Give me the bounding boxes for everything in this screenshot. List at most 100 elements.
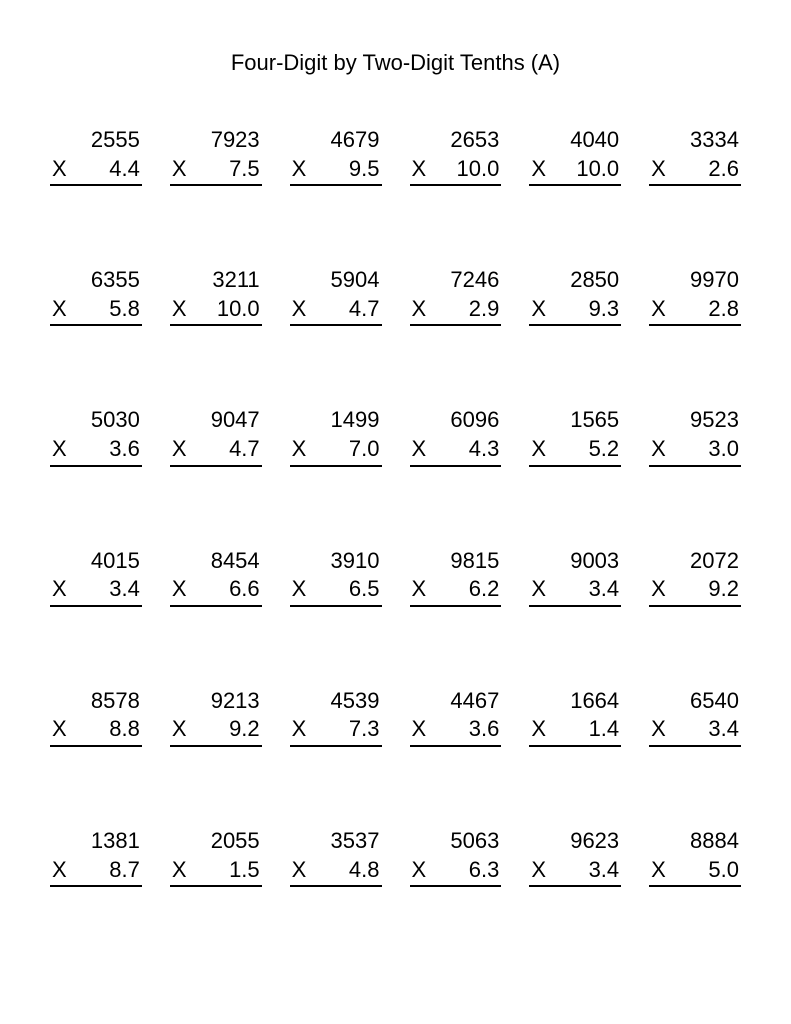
multiplier-row: X10.0 [170, 295, 262, 327]
multiplier-row: X6.5 [290, 575, 382, 607]
multiplication-problem: 4015X 3.4 [50, 547, 142, 607]
multiplicand: 8884 [649, 827, 741, 856]
operator: X [529, 155, 546, 184]
multiplier: 2.9 [469, 295, 502, 324]
multiplicand: 7246 [410, 266, 502, 295]
operator: X [410, 715, 427, 744]
operator: X [649, 295, 666, 324]
operator: X [529, 295, 546, 324]
multiplier: 10.0 [217, 295, 262, 324]
multiplicand: 9523 [649, 406, 741, 435]
multiplier: 5.8 [109, 295, 142, 324]
operator: X [170, 435, 187, 464]
operator: X [529, 715, 546, 744]
multiplication-problem: 9970X 2.8 [649, 266, 741, 326]
multiplicand: 9970 [649, 266, 741, 295]
multiplier-row: X3.6 [410, 715, 502, 747]
multiplicand: 4015 [50, 547, 142, 576]
multiplicand: 4539 [290, 687, 382, 716]
multiplicand: 3334 [649, 126, 741, 155]
multiplier: 3.4 [109, 575, 142, 604]
operator: X [649, 715, 666, 744]
operator: X [290, 435, 307, 464]
multiplication-problem: 1381X8.7 [50, 827, 142, 887]
multiplicand: 1565 [529, 406, 621, 435]
multiplier: 6.6 [229, 575, 262, 604]
multiplication-problem: 9213X9.2 [170, 687, 262, 747]
multiplier: 3.6 [109, 435, 142, 464]
operator: X [50, 715, 67, 744]
multiplication-problem: 9003X3.4 [529, 547, 621, 607]
multiplicand: 9213 [170, 687, 262, 716]
multiplier: 4.3 [469, 435, 502, 464]
multiplicand: 1499 [290, 406, 382, 435]
multiplication-problem: 2055X1.5 [170, 827, 262, 887]
multiplier-row: X2.9 [410, 295, 502, 327]
multiplication-problem: 8578X8.8 [50, 687, 142, 747]
multiplier: 2.8 [708, 295, 741, 324]
multiplication-problem: 4040X 10.0 [529, 126, 621, 186]
operator: X [50, 575, 67, 604]
multiplier-row: X 10.0 [529, 155, 621, 187]
multiplication-problem: 3537X4.8 [290, 827, 382, 887]
multiplier: 3.0 [708, 435, 741, 464]
multiplication-problem: 6096X4.3 [410, 406, 502, 466]
multiplier: 5.2 [589, 435, 622, 464]
operator: X [410, 155, 427, 184]
multiplicand: 2555 [50, 126, 142, 155]
multiplier-row: X3.4 [529, 856, 621, 888]
multiplier: 10.0 [576, 155, 621, 184]
multiplier-row: X 1.4 [529, 715, 621, 747]
multiplier: 3.4 [708, 715, 741, 744]
multiplier: 6.2 [469, 575, 502, 604]
problem-grid: 2555X4.47923X7.54679X9.52653X10.04040X10… [50, 126, 741, 887]
multiplier-row: X4.3 [410, 435, 502, 467]
multiplier-row: X6.6 [170, 575, 262, 607]
multiplication-problem: 7246X2.9 [410, 266, 502, 326]
multiplier-row: X7.5 [170, 155, 262, 187]
multiplier-row: X8.7 [50, 856, 142, 888]
multiplier: 9.3 [589, 295, 622, 324]
multiplication-problem: 3211X10.0 [170, 266, 262, 326]
multiplier-row: X5.8 [50, 295, 142, 327]
multiplier-row: X 9.3 [529, 295, 621, 327]
multiplicand: 9815 [410, 547, 502, 576]
multiplicand: 2850 [529, 266, 621, 295]
multiplier-row: X6.3 [410, 856, 502, 888]
multiplication-problem: 5904X4.7 [290, 266, 382, 326]
multiplier: 10.0 [457, 155, 502, 184]
multiplicand: 8454 [170, 547, 262, 576]
operator: X [529, 575, 546, 604]
multiplication-problem: 2555X4.4 [50, 126, 142, 186]
multiplier: 9.2 [708, 575, 741, 604]
multiplier-row: X3.4 [529, 575, 621, 607]
multiplier: 2.6 [708, 155, 741, 184]
multiplier: 1.4 [589, 715, 622, 744]
multiplication-problem: 5063X6.3 [410, 827, 502, 887]
multiplicand: 3537 [290, 827, 382, 856]
multiplication-problem: 6355X5.8 [50, 266, 142, 326]
multiplier-row: X4.8 [290, 856, 382, 888]
multiplier: 7.0 [349, 435, 382, 464]
operator: X [50, 155, 67, 184]
multiplicand: 9003 [529, 547, 621, 576]
operator: X [290, 715, 307, 744]
multiplicand: 4040 [529, 126, 621, 155]
operator: X [529, 435, 546, 464]
multiplication-problem: 1499X 7.0 [290, 406, 382, 466]
multiplier-row: X 6.2 [410, 575, 502, 607]
multiplier: 3.4 [589, 856, 622, 885]
multiplication-problem: 1565X 5.2 [529, 406, 621, 466]
multiplication-problem: 4539X7.3 [290, 687, 382, 747]
operator: X [410, 575, 427, 604]
operator: X [290, 295, 307, 324]
worksheet-title: Four-Digit by Two-Digit Tenths (A) [50, 50, 741, 76]
operator: X [290, 155, 307, 184]
multiplication-problem: 8454X6.6 [170, 547, 262, 607]
multiplicand: 6540 [649, 687, 741, 716]
multiplication-problem: 1664X1.4 [529, 687, 621, 747]
multiplicand: 2653 [410, 126, 502, 155]
multiplier: 4.7 [349, 295, 382, 324]
operator: X [290, 856, 307, 885]
multiplication-problem: 3910X6.5 [290, 547, 382, 607]
